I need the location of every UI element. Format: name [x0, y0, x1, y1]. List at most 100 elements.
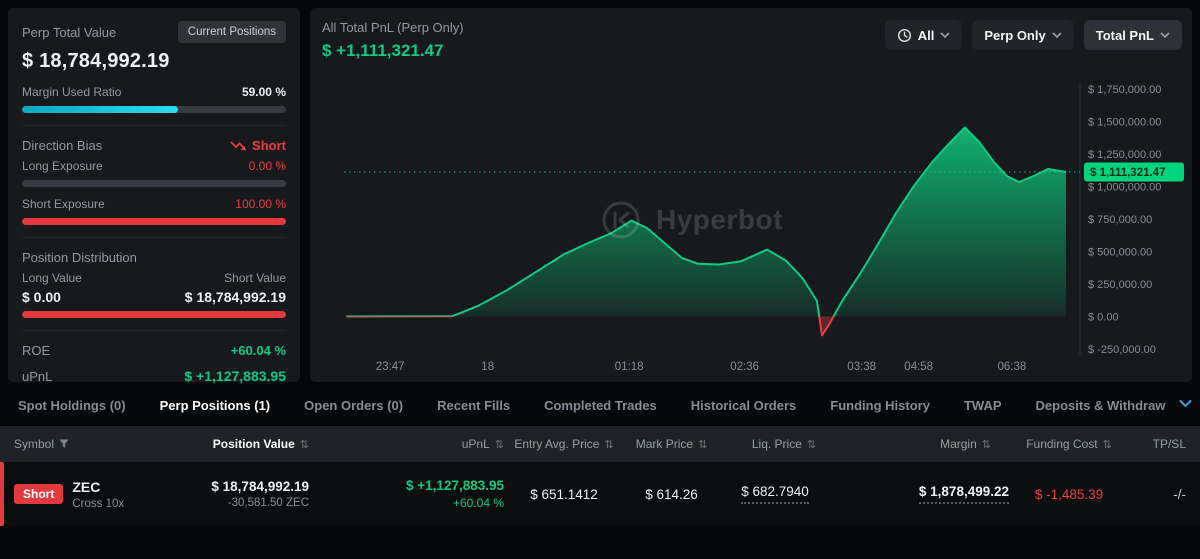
position-distribution-title: Position Distribution	[22, 250, 137, 265]
time-range-dropdown[interactable]: All	[884, 20, 963, 50]
liq-price[interactable]: $ 682.7940	[741, 484, 809, 504]
symbol-name: ZEC	[72, 478, 101, 495]
long-exposure-label: Long Exposure	[22, 159, 103, 173]
pnl-chart-panel: All Total PnL (Perp Only) $ +1,111,321.4…	[310, 8, 1192, 382]
long-value: $ 0.00	[22, 289, 61, 305]
short-exposure-value: 100.00 %	[235, 197, 286, 211]
margin-used-ratio-value: 59.00 %	[241, 85, 286, 99]
position-size: -30,581.50 ZEC	[227, 497, 309, 509]
entry-price-cell: $ 651.1412	[504, 487, 624, 502]
short-side-accent	[0, 462, 4, 526]
entry-price: $ 651.1412	[530, 486, 598, 502]
tab-perp-positions[interactable]: Perp Positions (1)	[159, 398, 271, 413]
table-row[interactable]: Short ZEC Cross 10x $ 18,784,992.19 -30,…	[0, 462, 1200, 526]
margin-used-bar-fill	[22, 106, 178, 113]
perp-summary-panel: Perp Total Value Current Positions $ 18,…	[8, 8, 300, 384]
svg-text:$ 1,111,321.47: $ 1,111,321.47	[1090, 167, 1165, 179]
metric-dropdown[interactable]: Total PnL	[1083, 20, 1182, 50]
column-header-entry-avg-price[interactable]: Entry Avg. Price ⇅	[514, 437, 614, 451]
column-header-symbol[interactable]: Symbol	[14, 437, 184, 451]
current-positions-button[interactable]: Current Positions	[177, 21, 286, 43]
chevron-down-icon	[940, 32, 950, 38]
svg-text:$ 250,000.00: $ 250,000.00	[1088, 279, 1152, 291]
column-header-tpsl[interactable]: TP/SL	[1152, 437, 1186, 451]
scope-dropdown[interactable]: Perp Only	[972, 20, 1074, 50]
pnl-chart-value: $ +1,111,321.47	[322, 41, 444, 60]
svg-text:01:18: 01:18	[615, 361, 644, 373]
tab-deposits-withdrawals[interactable]: Deposits & Withdraw	[1035, 398, 1166, 413]
symbol-cell: Short ZEC Cross 10x	[14, 479, 184, 510]
sort-icon: ⇅	[981, 438, 991, 451]
chevron-down-icon	[1052, 32, 1062, 38]
tab-historical-orders[interactable]: Historical Orders	[690, 398, 797, 413]
roe-value: +60.04 %	[230, 343, 286, 358]
column-header-upnl[interactable]: uPnL ⇅	[461, 437, 504, 451]
distribution-bar	[22, 311, 286, 318]
top-section: Perp Total Value Current Positions $ 18,…	[8, 8, 1192, 384]
margin-value[interactable]: $ 1,878,499.22	[918, 484, 1009, 504]
mark-price-cell: $ 614.26	[624, 487, 719, 502]
funding-cost-cell: $ -1,485.39	[1009, 487, 1129, 502]
svg-text:03:38: 03:38	[847, 361, 876, 373]
column-header-liq-price[interactable]: Liq. Price ⇅	[751, 437, 817, 451]
svg-text:04:58: 04:58	[904, 361, 933, 373]
column-header-mark-price[interactable]: Mark Price ⇅	[635, 437, 708, 451]
position-value-cell: $ 18,784,992.19 -30,581.50 ZEC	[184, 479, 309, 509]
leverage-label: Cross 10x	[72, 497, 125, 510]
tab-twap[interactable]: TWAP	[963, 398, 1002, 413]
mark-price: $ 614.26	[645, 486, 698, 502]
long-value-label: Long Value	[22, 271, 82, 285]
chevron-down-icon	[1160, 32, 1170, 38]
roe-percent: +60.04 %	[452, 496, 504, 510]
column-header-position-value[interactable]: Position Value ⇅	[212, 437, 309, 451]
distribution-bar-fill	[22, 311, 286, 318]
column-header-funding-cost[interactable]: Funding Cost ⇅	[1026, 437, 1112, 451]
svg-text:$ 1,250,000.00: $ 1,250,000.00	[1088, 149, 1161, 161]
divider	[22, 125, 286, 126]
short-exposure-bar	[22, 218, 286, 225]
upnl-value: $ +1,127,883.95	[184, 368, 286, 384]
roe-label: ROE	[22, 343, 51, 358]
svg-text:23:47: 23:47	[376, 361, 405, 373]
funding-cost: $ -1,485.39	[1034, 486, 1104, 502]
tab-completed-trades[interactable]: Completed Trades	[544, 398, 657, 413]
upnl-cell: $ +1,127,883.95 +60.04 %	[309, 478, 504, 510]
chart-filters: All Perp Only Total PnL	[884, 20, 1182, 50]
long-exposure-value: 0.00 %	[248, 159, 286, 173]
side-badge: Short	[14, 484, 64, 504]
sort-icon: ⇅	[806, 438, 817, 451]
tpsl-value: -/-	[1173, 486, 1186, 502]
sort-icon: ⇅	[1102, 438, 1112, 451]
direction-bias-value: Short	[230, 138, 286, 153]
svg-text:06:38: 06:38	[998, 361, 1027, 373]
sort-icon: ⇅	[698, 438, 708, 451]
tab-funding-history[interactable]: Funding History	[830, 398, 930, 413]
table-header: Symbol Position Value ⇅ uPnL ⇅ Entry Avg. Pri…	[0, 426, 1200, 462]
svg-text:$ 1,750,000.00: $ 1,750,000.00	[1088, 84, 1161, 96]
trend-down-icon	[230, 140, 247, 150]
sort-icon: ⇅	[299, 438, 309, 451]
tabs-overflow-chevron-icon[interactable]	[1169, 396, 1192, 412]
liq-price-cell: $ 682.7940	[719, 484, 849, 504]
sort-icon: ⇅	[494, 438, 504, 451]
svg-text:$ 1,500,000.00: $ 1,500,000.00	[1088, 117, 1161, 129]
tab-recent-fills[interactable]: Recent Fills	[437, 398, 511, 413]
short-exposure-bar-fill	[22, 218, 286, 225]
margin-cell: $ 1,878,499.22	[849, 484, 1009, 504]
position-value: $ 18,784,992.19	[211, 479, 309, 494]
perp-total-value: $ 18,784,992.19	[22, 50, 170, 72]
short-exposure-label: Short Exposure	[22, 197, 105, 211]
svg-text:$ 500,000.00: $ 500,000.00	[1088, 247, 1152, 259]
pnl-chart[interactable]: $ 1,750,000.00 $ 1,500,000.00 $ 1,250,000.…	[322, 71, 1186, 377]
filter-icon	[59, 439, 69, 448]
long-exposure-bar	[22, 180, 286, 187]
tabs: Spot Holdings (0) Perp Positions (1) Open …	[0, 382, 1200, 426]
margin-used-bar	[22, 106, 286, 113]
column-header-margin[interactable]: Margin ⇅	[940, 437, 991, 451]
tab-spot-holdings[interactable]: Spot Holdings (0)	[18, 398, 126, 413]
svg-text:$ -250,000.00: $ -250,000.00	[1088, 344, 1156, 356]
short-value: $ 18,784,992.19	[184, 289, 286, 305]
tab-open-orders[interactable]: Open Orders (0)	[304, 398, 404, 413]
pnl-chart-area: $ 1,750,000.00 $ 1,500,000.00 $ 1,250,000.…	[322, 71, 1186, 377]
divider	[22, 330, 286, 331]
